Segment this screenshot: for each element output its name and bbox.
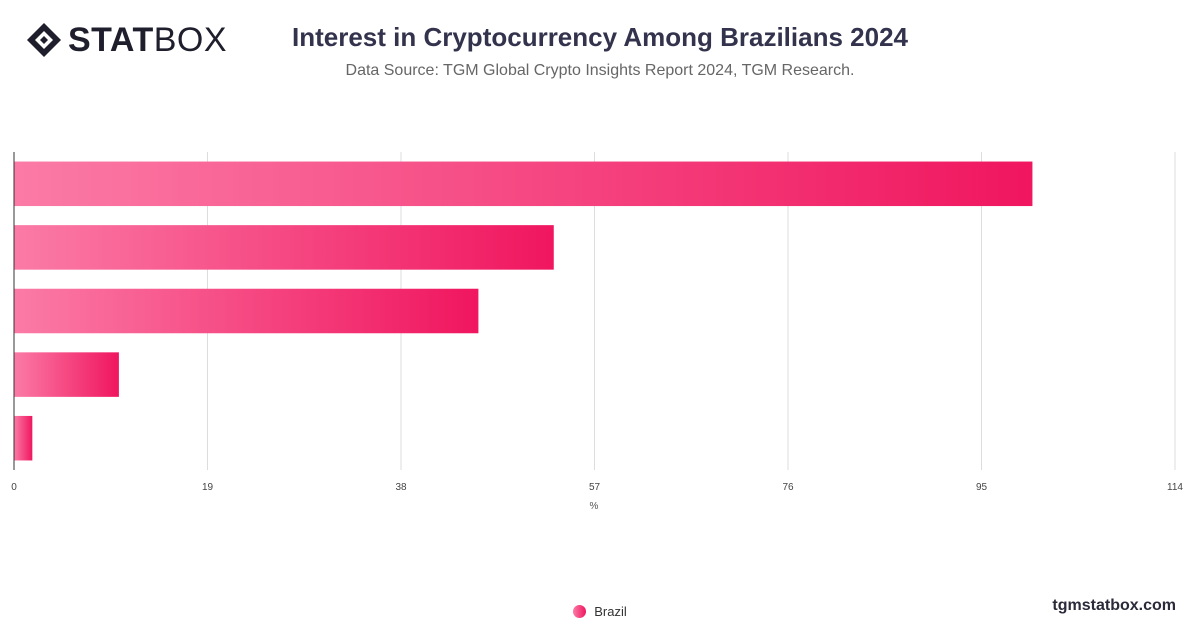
logo-light-text: BOX — [153, 21, 228, 59]
chart-legend: Brazil — [0, 602, 1200, 620]
bar-brazil-1[interactable] — [14, 161, 1033, 207]
x-tick-label: 0 — [11, 482, 17, 493]
bar-chart: 0 19 38 57 76 95 114 % — [11, 152, 1183, 512]
x-tick-label: 19 — [202, 482, 214, 493]
x-tick-label: 38 — [395, 482, 407, 493]
legend-marker — [573, 604, 587, 618]
x-tick-label: 95 — [976, 482, 988, 493]
statbox-logo: STATBOX — [26, 22, 227, 58]
logo-bold-text: STAT — [68, 21, 154, 59]
legend-label-brazil: Brazil — [594, 603, 627, 619]
website-link[interactable]: tgmstatbox.com — [1052, 597, 1176, 614]
x-axis-label: % — [590, 501, 599, 512]
chart-title: Interest in Cryptocurrency Among Brazili… — [291, 22, 908, 52]
bar-brazil-3[interactable] — [14, 288, 479, 334]
bar-brazil-5[interactable] — [14, 415, 33, 461]
x-tick-label: 76 — [782, 482, 794, 493]
logo-wordmark: STATBOX — [68, 22, 227, 58]
x-tick-label: 114 — [1167, 482, 1183, 493]
bar-brazil-4[interactable] — [14, 352, 119, 397]
diamond-logo-icon — [27, 23, 61, 57]
x-tick-label: 57 — [589, 482, 601, 493]
bar-brazil-2[interactable] — [14, 225, 554, 270]
chart-subtitle: Data Source: TGM Global Crypto Insights … — [345, 62, 855, 79]
